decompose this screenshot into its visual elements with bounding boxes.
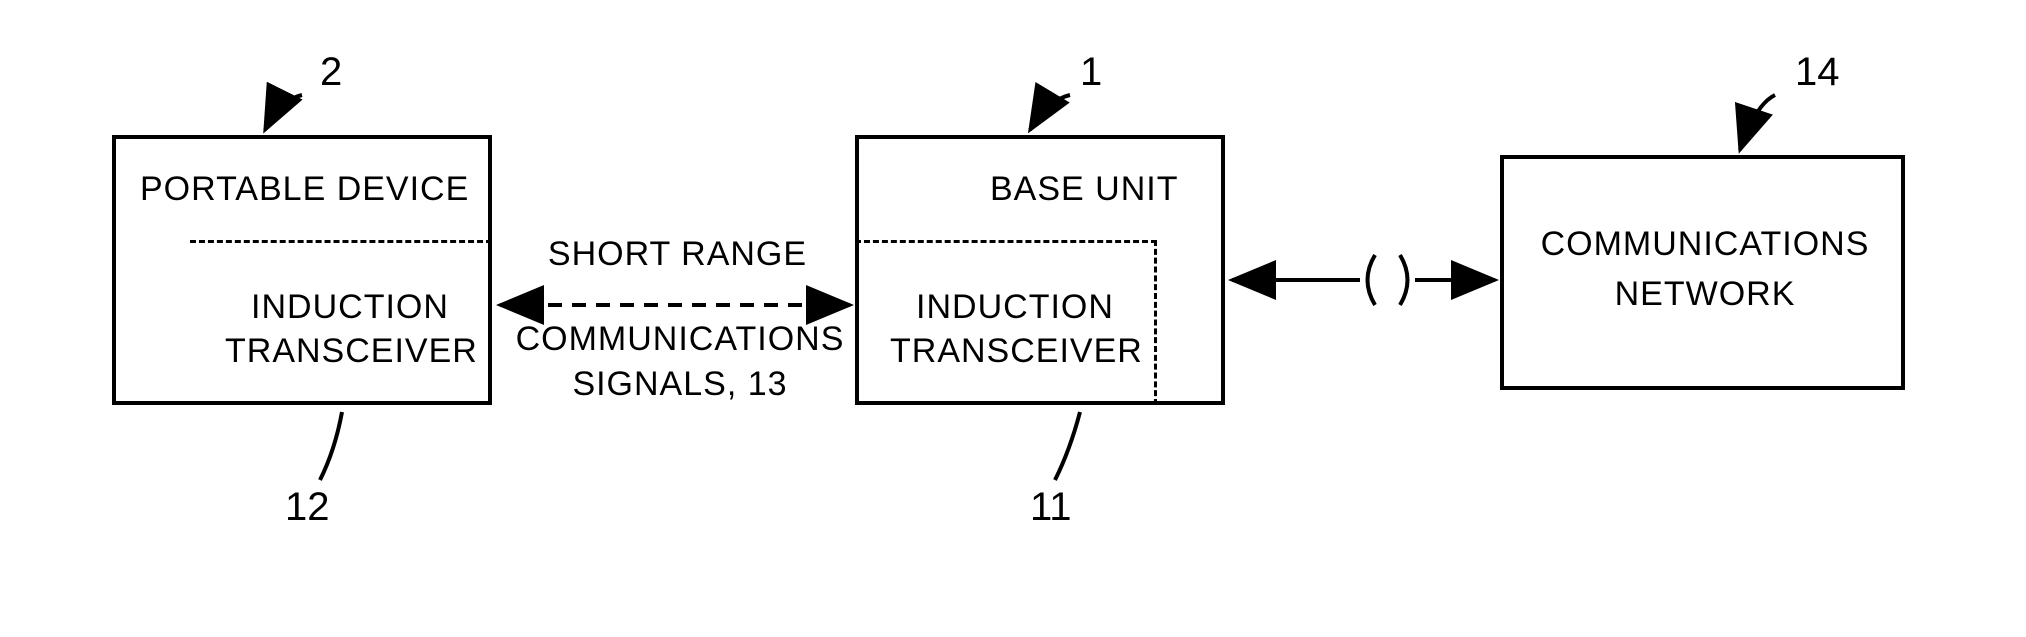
- ref-num-1: 1: [1080, 50, 1102, 95]
- portable-transceiver-label1: INDUCTION: [225, 288, 475, 327]
- ref-num-11: 11: [1030, 485, 1072, 530]
- portable-device-label: PORTABLE DEVICE: [140, 170, 469, 209]
- short-range-label3: SIGNALS, 13: [540, 365, 820, 404]
- short-range-label1: SHORT RANGE: [525, 235, 830, 274]
- comms-network-label2: NETWORK: [1525, 275, 1885, 314]
- ref-num-2: 2: [320, 50, 342, 95]
- ref-num-14: 14: [1795, 50, 1840, 95]
- ref-num-12: 12: [285, 485, 330, 530]
- portable-transceiver-label2: TRANSCEIVER: [225, 332, 475, 371]
- base-unit-label: BASE UNIT: [990, 170, 1178, 209]
- short-range-label2: COMMUNICATIONS: [510, 320, 850, 359]
- comms-network-block: [1500, 155, 1905, 390]
- base-transceiver-label2: TRANSCEIVER: [890, 332, 1140, 371]
- base-transceiver-label1: INDUCTION: [890, 288, 1140, 327]
- block-diagram: PORTABLE DEVICE INDUCTION TRANSCEIVER BA…: [0, 0, 2026, 637]
- comms-network-label1: COMMUNICATIONS: [1525, 225, 1885, 264]
